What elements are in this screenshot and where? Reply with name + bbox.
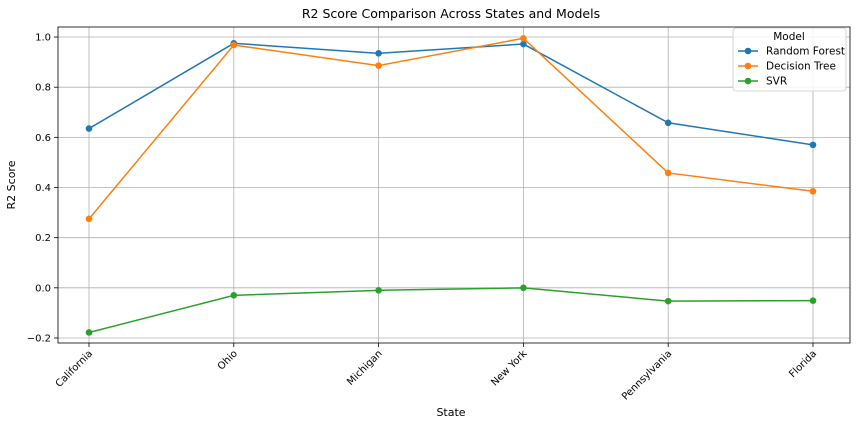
data-point — [664, 119, 672, 127]
data-point — [375, 62, 382, 69]
x-tick-label: Ohio — [216, 348, 240, 372]
legend: Model Random Forest Decision Tree SVR — [732, 27, 847, 92]
data-point — [85, 125, 93, 132]
legend-swatch-marker — [744, 77, 752, 85]
legend-box — [732, 27, 847, 92]
data-point — [230, 292, 238, 299]
y-tick-label: 0.6 — [35, 133, 51, 144]
data-point — [230, 41, 238, 49]
data-point — [809, 297, 817, 304]
x-tick-label: Michigan — [345, 348, 384, 387]
x-tick-label: Florida — [787, 348, 819, 380]
y-axis-label: R2 Score — [5, 160, 18, 209]
data-point — [520, 34, 527, 42]
series-line — [88, 37, 814, 220]
tick-layer: −0.2 0.0 0.2 0.4 0.6 0.8 1.0 California Ohio Mich… — [27, 33, 819, 403]
y-tick-label: 0.0 — [35, 283, 51, 294]
data-point — [85, 215, 93, 223]
legend-entry-label: Random Forest — [766, 46, 845, 58]
series-random-forest — [85, 40, 817, 149]
y-tick-label: 0.2 — [35, 233, 51, 244]
x-axis-label: State — [436, 406, 465, 419]
legend-swatch-marker — [744, 62, 752, 70]
data-point — [85, 329, 93, 336]
y-tick-label: 0.8 — [35, 83, 51, 94]
x-tick-label: California — [54, 348, 95, 389]
data-point — [375, 287, 382, 294]
series-layer — [85, 34, 817, 336]
series-line — [88, 287, 814, 334]
data-point — [809, 187, 817, 195]
data-point — [520, 284, 527, 292]
x-tick-label: Pennsylvania — [620, 348, 674, 402]
series-decision-tree — [85, 34, 817, 223]
data-point — [664, 169, 672, 177]
data-point — [809, 141, 817, 149]
data-point — [664, 297, 672, 305]
grid — [58, 27, 850, 343]
series-svr — [85, 284, 817, 336]
y-tick-label: 0.4 — [35, 183, 51, 194]
y-tick-label: 1.0 — [35, 33, 51, 44]
x-tick-label: New York — [489, 348, 529, 388]
y-tick-label: −0.2 — [27, 333, 51, 344]
series-line — [88, 42, 814, 146]
legend-title: Model — [773, 31, 805, 43]
data-point — [520, 40, 527, 48]
legend-entry-label: SVR — [766, 76, 787, 88]
data-point — [375, 50, 382, 57]
plot-area-frame — [57, 26, 851, 344]
chart-title: R2 Score Comparison Across States and Mo… — [302, 6, 600, 21]
legend-entry-label: Decision Tree — [766, 61, 836, 73]
legend-swatch-marker — [744, 47, 752, 55]
